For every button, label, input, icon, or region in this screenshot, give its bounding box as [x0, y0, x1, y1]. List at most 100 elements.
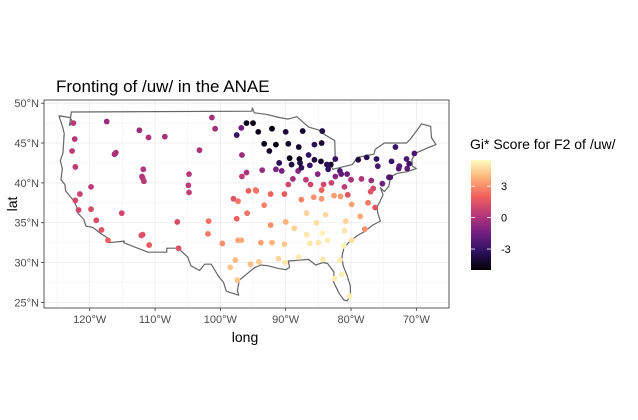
- data-point: [338, 271, 345, 278]
- color-legend: Gi* Score for F2 of /uw/ 3 0 -3: [470, 136, 616, 270]
- data-point: [136, 127, 143, 134]
- data-point: [320, 256, 326, 263]
- data-point: [297, 160, 303, 166]
- data-point: [282, 219, 289, 225]
- data-point: [332, 173, 339, 180]
- data-point: [348, 176, 354, 183]
- data-point: [307, 181, 314, 188]
- data-point: [319, 230, 326, 236]
- data-point: [98, 227, 105, 233]
- data-point: [186, 189, 192, 196]
- legend-colorbar: [471, 160, 491, 270]
- data-point: [185, 182, 192, 189]
- data-point: [205, 218, 212, 225]
- data-point: [118, 210, 125, 217]
- data-point: [269, 125, 275, 132]
- data-point: [88, 206, 94, 213]
- data-point: [320, 181, 327, 188]
- data-point: [291, 225, 298, 232]
- data-point: [88, 183, 94, 190]
- data-point: [267, 191, 274, 197]
- data-point: [337, 193, 344, 200]
- data-point: [282, 128, 289, 135]
- data-point: [175, 245, 182, 252]
- data-point: [328, 179, 335, 186]
- data-point: [227, 264, 234, 271]
- y-tick-label: 50°N: [14, 98, 39, 110]
- data-point: [404, 165, 411, 172]
- chart-title: Fronting of /uw/ in the ANAE: [56, 77, 270, 96]
- x-tick-label: 70°W: [403, 314, 431, 326]
- data-point: [230, 195, 237, 202]
- data-point: [233, 215, 240, 222]
- data-point: [282, 259, 288, 266]
- data-point: [315, 239, 322, 246]
- data-point: [267, 222, 274, 229]
- x-tick-label: 80°W: [338, 314, 366, 326]
- data-point: [285, 181, 292, 188]
- data-point: [93, 217, 100, 224]
- data-point: [303, 210, 310, 217]
- data-point: [396, 163, 403, 170]
- data-point: [299, 128, 306, 134]
- data-point: [341, 227, 348, 234]
- data-point: [295, 144, 302, 150]
- data-point: [388, 158, 395, 165]
- y-tick-label: 25°N: [14, 297, 39, 309]
- y-tick-label: 30°N: [14, 258, 39, 270]
- legend-tick-label: 0: [501, 213, 507, 225]
- data-point: [234, 277, 241, 284]
- data-point: [311, 156, 318, 163]
- data-point: [276, 160, 283, 166]
- data-point: [186, 171, 192, 178]
- data-point: [337, 257, 343, 264]
- data-point: [295, 254, 302, 260]
- data-point: [233, 132, 240, 138]
- data-point: [261, 202, 268, 209]
- x-axis: 120°W 110°W 100°W 90°W 80°W 70°W: [73, 308, 430, 326]
- data-point: [331, 275, 338, 282]
- data-point: [281, 241, 288, 248]
- data-point: [103, 118, 110, 125]
- data-point: [253, 187, 260, 194]
- data-point: [257, 239, 264, 246]
- data-point: [77, 191, 83, 197]
- data-point: [71, 136, 78, 142]
- data-point: [272, 166, 279, 173]
- data-point: [247, 261, 254, 268]
- data-point: [275, 255, 282, 262]
- data-point: [112, 149, 119, 156]
- data-point: [319, 128, 326, 134]
- data-point: [357, 213, 364, 220]
- data-point: [212, 125, 219, 132]
- x-tick-label: 100°W: [204, 314, 238, 326]
- data-point: [298, 164, 305, 171]
- data-point: [303, 231, 310, 238]
- data-point: [331, 192, 337, 199]
- data-point: [341, 183, 348, 190]
- panel-background: [44, 100, 449, 308]
- data-point: [259, 167, 266, 174]
- data-point: [255, 128, 262, 135]
- data-point: [342, 218, 349, 225]
- data-point: [70, 120, 77, 127]
- y-tick-label: 40°N: [14, 178, 39, 190]
- data-point: [346, 293, 353, 299]
- data-point: [232, 257, 239, 264]
- data-point: [372, 204, 379, 211]
- data-point: [245, 187, 252, 194]
- data-point: [358, 175, 365, 182]
- data-point: [367, 188, 374, 195]
- data-point: [145, 134, 152, 141]
- data-point: [379, 180, 386, 187]
- data-point: [318, 158, 324, 165]
- data-point: [75, 207, 82, 213]
- data-point: [324, 237, 331, 244]
- data-point: [244, 210, 251, 217]
- y-tick-label: 35°N: [14, 218, 39, 230]
- data-point: [373, 156, 380, 162]
- panel-border: [43, 99, 450, 309]
- data-point: [281, 191, 288, 197]
- data-point: [313, 219, 320, 226]
- data-point: [406, 160, 413, 167]
